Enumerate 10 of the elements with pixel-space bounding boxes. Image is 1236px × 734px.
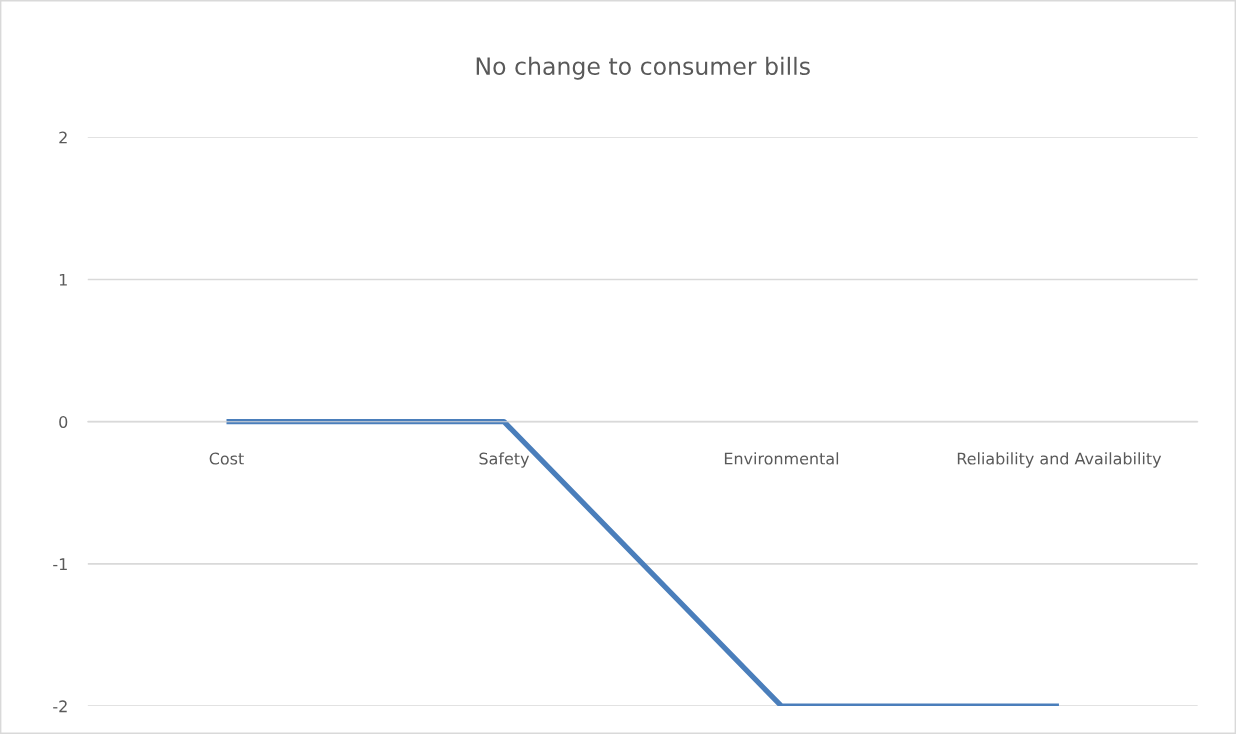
x-tick-label: Cost [209, 452, 244, 465]
y-tick-label: -1 [53, 558, 67, 570]
x-tick-label: Safety [479, 452, 530, 468]
x-tick-label: Environmental [724, 452, 839, 465]
y-tick-label: 0 [59, 415, 68, 428]
y-tick-label: -2 [53, 700, 67, 713]
chart-title: No change to consumer bills [476, 56, 810, 80]
x-tick-label: Reliability and Availability [957, 452, 1162, 468]
y-tick-label: 2 [59, 131, 67, 144]
y-tick-label: 1 [59, 273, 67, 286]
